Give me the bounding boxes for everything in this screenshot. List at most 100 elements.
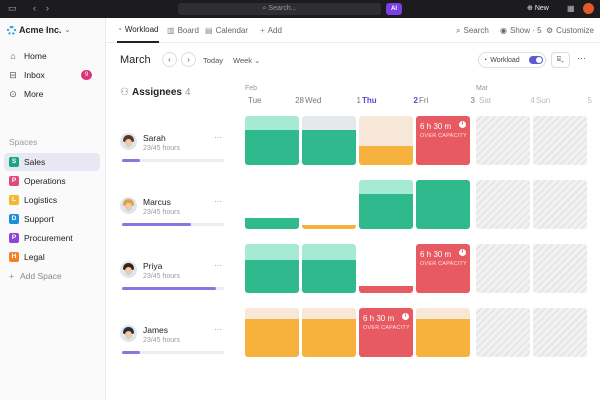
sidebar-item-home[interactable]: ⌂ Home: [8, 48, 100, 64]
toggle-switch[interactable]: [529, 56, 543, 64]
workload-cell[interactable]: [416, 308, 470, 357]
forward-icon[interactable]: ›: [46, 3, 49, 13]
workload-cell[interactable]: [245, 116, 299, 165]
avatar[interactable]: [120, 197, 137, 214]
workload-cell[interactable]: [416, 180, 470, 229]
workload-cell[interactable]: [302, 244, 356, 293]
over-capacity-cell[interactable]: 6 h 30 m OVER CAPACITY i: [416, 116, 470, 165]
more-icon: ⊙: [9, 88, 17, 99]
capacity-bar-fill: [122, 351, 141, 354]
capacity-remaining: [302, 116, 356, 130]
sidebar-toggle-icon[interactable]: ▭: [8, 3, 17, 13]
global-search-input[interactable]: ⌕ Search...: [178, 3, 381, 15]
workload-toggle[interactable]: ◔ Workload: [478, 52, 546, 68]
tab-board[interactable]: ▥ Board: [167, 26, 199, 35]
weekend-cell[interactable]: [533, 116, 587, 165]
info-icon[interactable]: i: [459, 121, 466, 128]
space-item-support[interactable]: D Support: [4, 210, 100, 228]
workload-fill: [302, 225, 356, 229]
user-avatar[interactable]: [583, 3, 594, 14]
space-avatar: P: [9, 176, 19, 186]
day-number: 1: [356, 96, 361, 105]
month-label: Mar: [476, 85, 489, 92]
capacity-remaining: [359, 180, 413, 194]
avatar[interactable]: [120, 133, 137, 150]
grid-icon[interactable]: ▦: [567, 4, 575, 13]
info-icon[interactable]: i: [402, 313, 409, 320]
over-capacity-label: OVER CAPACITY: [420, 261, 467, 267]
workload-cell[interactable]: [245, 180, 299, 229]
assignee-hours: 23/45 hours: [143, 337, 180, 344]
weekend-cell[interactable]: [476, 244, 530, 293]
workload-cell[interactable]: [359, 116, 413, 165]
show-button[interactable]: ◉ Show · 5: [500, 26, 542, 35]
group-by-button[interactable]: ⌸⌄: [551, 52, 570, 68]
space-item-logistics[interactable]: L Logistics: [4, 191, 100, 209]
workload-cell[interactable]: [245, 244, 299, 293]
day-number: 28: [295, 96, 304, 105]
tab-workload[interactable]: ◔ Workload: [117, 18, 159, 43]
capacity-remaining: [245, 308, 299, 319]
weekend-cell[interactable]: [476, 180, 530, 229]
day-header: Sun 5: [536, 96, 592, 105]
ai-button[interactable]: AI: [386, 3, 402, 15]
day-name: Fri: [419, 96, 429, 105]
row-more-icon[interactable]: ···: [214, 261, 222, 270]
assignee-hours: 23/45 hours: [143, 209, 180, 216]
over-capacity-cell[interactable]: 6 h 30 m OVER CAPACITY i: [359, 308, 413, 357]
assignee-hours: 23/45 hours: [143, 273, 180, 280]
search-icon: ⌕: [456, 25, 461, 35]
workload-cell[interactable]: [359, 244, 413, 293]
capacity-remaining: [302, 244, 356, 260]
customize-button[interactable]: ⚙ Customize: [546, 26, 594, 35]
add-view-button[interactable]: + Add: [260, 26, 282, 35]
row-more-icon[interactable]: ···: [214, 325, 222, 334]
new-button[interactable]: ⊕ New: [527, 5, 549, 12]
day-number: 4: [530, 96, 535, 105]
avatar[interactable]: [120, 261, 137, 278]
workspace-switcher[interactable]: Acme Inc. ⌄: [7, 25, 70, 35]
prev-week-button[interactable]: ‹: [162, 52, 177, 67]
avatar[interactable]: [120, 325, 137, 342]
chevron-right-icon: ›: [187, 55, 190, 64]
week-select[interactable]: Week ⌄: [233, 56, 261, 65]
capacity-bar: [122, 223, 224, 226]
board-icon: ▥: [167, 26, 175, 35]
next-week-button[interactable]: ›: [181, 52, 196, 67]
tab-calendar[interactable]: ▤ Calendar: [205, 26, 249, 35]
day-header: Wed 1: [305, 96, 361, 105]
plus-icon: +: [260, 26, 265, 35]
space-item-procurement[interactable]: P Procurement: [4, 229, 100, 247]
weekend-cell[interactable]: [476, 116, 530, 165]
row-more-icon[interactable]: ···: [214, 133, 222, 142]
row-more-icon[interactable]: ···: [214, 197, 222, 206]
space-item-legal[interactable]: H Legal: [4, 248, 100, 266]
sidebar-item-more[interactable]: ⊙ More: [9, 88, 44, 100]
day-header: Sat 4: [479, 96, 535, 105]
info-icon[interactable]: i: [459, 249, 466, 256]
capacity-remaining: [359, 116, 413, 147]
workload-cell[interactable]: [302, 180, 356, 229]
space-item-sales[interactable]: S Sales: [4, 153, 100, 171]
chevron-down-icon: ⌄: [64, 27, 71, 34]
add-space-button[interactable]: + Add Space: [9, 271, 62, 281]
day-name: Tue: [248, 96, 262, 105]
space-item-operations[interactable]: P Operations: [4, 172, 100, 190]
workload-cell[interactable]: [302, 116, 356, 165]
back-icon[interactable]: ‹: [33, 3, 36, 13]
workload-cell[interactable]: [245, 308, 299, 357]
today-button[interactable]: Today: [203, 56, 224, 65]
over-capacity-cell[interactable]: 6 h 30 m OVER CAPACITY i: [416, 244, 470, 293]
workload-cell[interactable]: [359, 180, 413, 229]
space-avatar: H: [9, 252, 19, 262]
workload-fill: [416, 180, 470, 229]
eye-icon: ◉: [500, 26, 507, 35]
weekend-cell[interactable]: [476, 308, 530, 357]
weekend-cell[interactable]: [533, 180, 587, 229]
search-button[interactable]: ⌕ Search: [456, 25, 489, 36]
more-options-icon[interactable]: ···: [577, 53, 586, 63]
sidebar-item-inbox[interactable]: ⊟ Inbox 9: [8, 67, 100, 83]
weekend-cell[interactable]: [533, 244, 587, 293]
weekend-cell[interactable]: [533, 308, 587, 357]
workload-cell[interactable]: [302, 308, 356, 357]
